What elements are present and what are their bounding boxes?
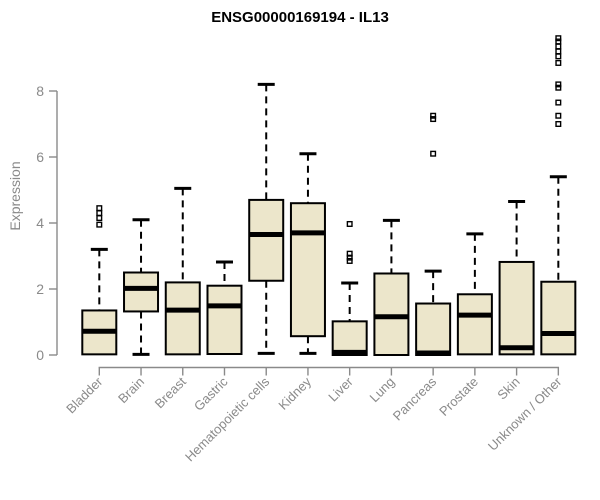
- box-kidney: [289, 202, 326, 338]
- outlier-point: [555, 53, 562, 60]
- y-tick-label: 6: [36, 149, 44, 165]
- outlier-point: [96, 221, 103, 228]
- category-label: Skin: [494, 374, 522, 402]
- outlier-point: [555, 48, 562, 55]
- outlier-point: [346, 257, 353, 264]
- box-pancreas: [415, 302, 452, 356]
- outlier-point: [96, 215, 103, 222]
- outlier-point: [555, 81, 562, 88]
- box-brain: [123, 271, 160, 313]
- category-label: Gastric: [191, 374, 231, 414]
- category-label: Prostate: [436, 374, 481, 419]
- category-label: Pancreas: [390, 374, 440, 424]
- outlier-point: [555, 120, 562, 127]
- y-axis-title: Expression: [7, 161, 23, 231]
- box-breast: [164, 281, 201, 356]
- outlier-point: [96, 210, 103, 217]
- outlier-point: [555, 38, 562, 45]
- outlier-point: [555, 99, 562, 106]
- category-label: Unknown / Other: [485, 374, 565, 454]
- box-hematopoietic-cells: [248, 198, 285, 282]
- outlier-point: [555, 43, 562, 50]
- category-label: Kidney: [275, 374, 314, 413]
- outlier-point: [555, 84, 562, 91]
- outlier-point: [430, 150, 437, 157]
- outlier-point: [96, 205, 103, 212]
- outlier-point: [430, 116, 437, 123]
- y-tick-label: 2: [36, 281, 44, 297]
- box-skin: [498, 260, 535, 356]
- y-tick-label: 8: [36, 83, 44, 99]
- outlier-point: [346, 250, 353, 257]
- outlier-point: [346, 220, 353, 227]
- box-gastric: [206, 284, 243, 356]
- y-tick-label: 4: [36, 215, 44, 231]
- outlier-point: [555, 59, 562, 66]
- outlier-point: [555, 35, 562, 42]
- box-unknown-other: [540, 280, 577, 356]
- chart-title: ENSG00000169194 - IL13: [211, 9, 389, 26]
- category-label: Brain: [115, 374, 147, 406]
- box-prostate: [456, 293, 493, 356]
- outlier-point: [555, 112, 562, 119]
- box-liver: [331, 320, 368, 356]
- category-label: Liver: [325, 374, 356, 405]
- category-label: Lung: [366, 374, 397, 405]
- category-label: Breast: [152, 374, 189, 411]
- category-label: Bladder: [63, 374, 106, 417]
- y-tick-label: 0: [36, 347, 44, 363]
- outlier-point: [430, 112, 437, 119]
